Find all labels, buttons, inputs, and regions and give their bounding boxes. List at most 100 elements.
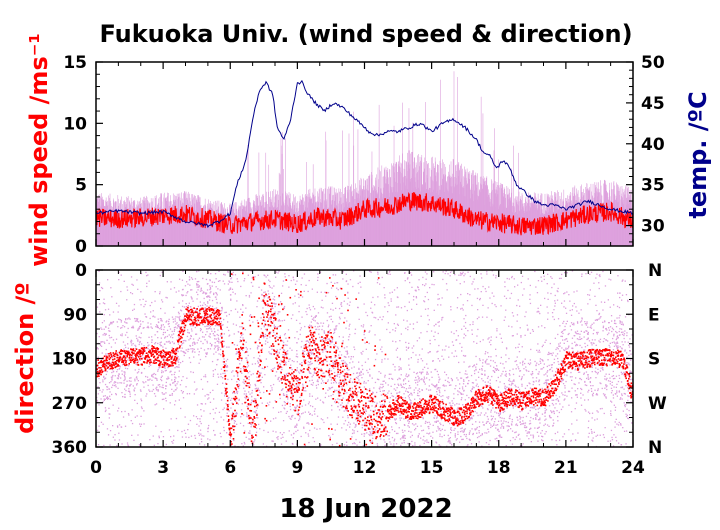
direction-dot xyxy=(613,304,615,306)
direction-dot xyxy=(460,274,462,276)
direction-dot xyxy=(605,373,607,375)
direction-dot xyxy=(136,383,138,385)
direction-dot xyxy=(169,371,171,373)
direction-dot xyxy=(461,307,463,309)
direction-dot xyxy=(395,397,397,399)
direction-dot xyxy=(491,418,493,420)
direction-dot xyxy=(203,444,206,446)
direction-dot xyxy=(463,333,465,335)
direction-dot xyxy=(463,433,465,436)
direction-dot xyxy=(478,441,480,443)
direction-dot xyxy=(354,332,356,335)
direction-dot xyxy=(254,385,257,387)
direction-dot xyxy=(591,394,594,396)
direction-dot xyxy=(131,434,133,436)
direction-dot xyxy=(400,367,402,369)
direction-dot xyxy=(594,370,596,373)
direction-dot xyxy=(472,382,475,384)
direction-dot xyxy=(125,322,127,324)
direction-dot xyxy=(109,363,112,365)
direction-dot xyxy=(127,390,130,392)
direction-dot xyxy=(422,276,424,279)
direction-dot xyxy=(604,285,607,287)
direction-dot xyxy=(477,328,479,331)
direction-dot xyxy=(257,345,259,347)
direction-dot xyxy=(211,360,214,363)
direction-dot xyxy=(330,370,332,372)
direction-dot xyxy=(139,423,141,425)
direction-dot xyxy=(481,373,483,375)
direction-dot xyxy=(184,432,187,434)
direction-dot xyxy=(323,372,325,374)
direction-dot xyxy=(572,433,574,435)
direction-dot xyxy=(567,333,569,336)
direction-dot xyxy=(420,315,422,317)
direction-dot xyxy=(305,390,307,392)
direction-dot xyxy=(285,376,287,378)
direction-dot xyxy=(325,339,327,341)
direction-dot xyxy=(295,407,297,409)
direction-dot xyxy=(174,351,176,353)
direction-dot xyxy=(252,321,254,323)
direction-dot xyxy=(245,346,247,349)
direction-dot xyxy=(327,338,329,340)
direction-dot xyxy=(519,305,521,307)
direction-dot xyxy=(335,327,337,329)
direction-dot xyxy=(328,324,330,326)
direction-dot xyxy=(388,271,391,273)
direction-dot xyxy=(567,346,570,348)
direction-dot xyxy=(226,326,228,328)
direction-dot xyxy=(251,399,253,401)
direction-dot xyxy=(252,285,254,287)
direction-dot xyxy=(619,322,621,324)
direction-dot xyxy=(121,373,123,375)
direction-dot xyxy=(596,373,599,375)
direction-dot xyxy=(611,330,613,333)
direction-dot xyxy=(545,339,547,341)
direction-dot xyxy=(627,363,629,366)
direction-dot xyxy=(381,346,383,348)
direction-dot xyxy=(390,300,392,302)
direction-dot xyxy=(525,406,527,409)
direction-dot xyxy=(442,316,444,319)
direction-dot xyxy=(502,422,504,424)
direction-dot xyxy=(505,297,508,300)
direction-dot xyxy=(335,361,337,363)
direction-dot xyxy=(499,411,501,413)
direction-dot xyxy=(586,321,588,323)
direction-dot xyxy=(463,281,465,283)
direction-dot xyxy=(186,292,188,294)
direction-dot xyxy=(596,410,598,412)
direction-dot xyxy=(202,323,204,326)
direction-dot xyxy=(332,274,334,276)
direction-dot xyxy=(627,387,629,389)
direction-dot xyxy=(333,371,336,374)
direction-dot xyxy=(371,425,373,428)
direction-dot xyxy=(387,322,389,324)
direction-dot xyxy=(279,397,281,400)
direction-dot xyxy=(263,368,265,370)
direction-dot xyxy=(384,294,386,296)
direction-dot xyxy=(508,425,510,427)
direction-dot xyxy=(547,353,549,356)
direction-dot xyxy=(628,382,630,384)
direction-dot xyxy=(464,399,466,401)
direction-dot xyxy=(138,343,140,346)
direction-dot xyxy=(271,389,273,391)
direction-dot xyxy=(214,342,216,344)
direction-dot xyxy=(600,354,602,356)
direction-dot xyxy=(196,404,199,406)
direction-dot xyxy=(278,351,280,354)
direction-dot xyxy=(441,297,443,299)
direction-dot xyxy=(363,433,365,435)
direction-dot xyxy=(178,336,180,339)
direction-dot xyxy=(276,352,278,354)
direction-dot xyxy=(310,321,312,323)
direction-dot xyxy=(245,341,247,343)
direction-dot xyxy=(528,431,531,433)
direction-dot xyxy=(134,344,136,346)
direction-dot xyxy=(234,420,236,422)
direction-dot xyxy=(377,279,379,281)
direction-dot xyxy=(624,316,627,318)
direction-dot xyxy=(540,362,542,364)
